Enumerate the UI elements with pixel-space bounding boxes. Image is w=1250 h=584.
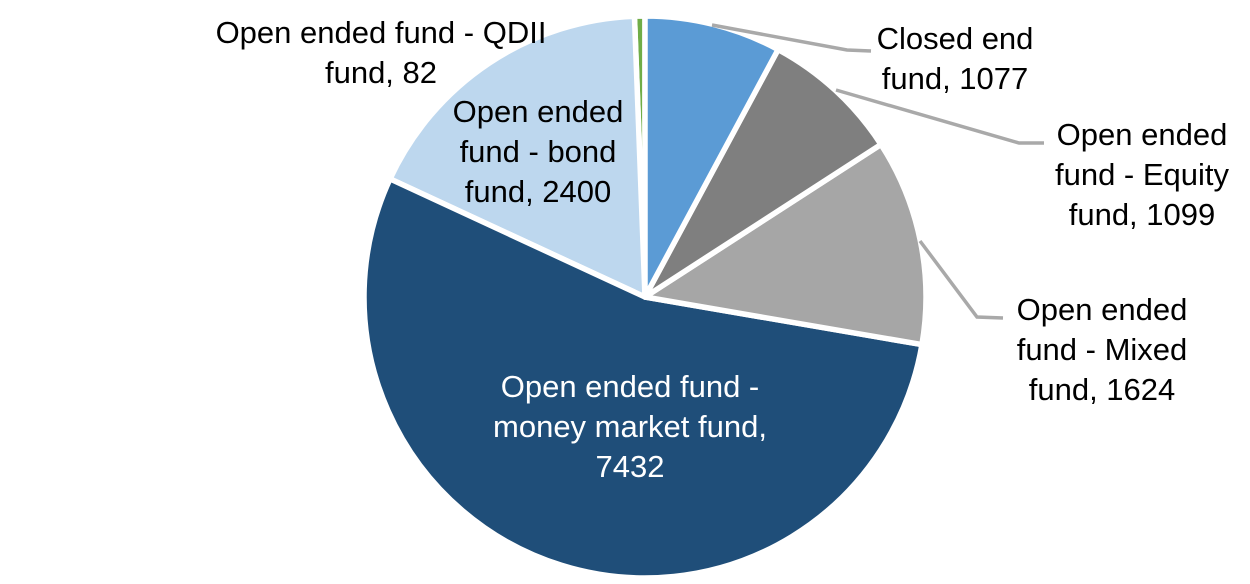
pie-slice-open-ended-fund-equity-fund bbox=[642, 46, 884, 300]
pie-slice-open-ended-fund-mixed-fund bbox=[642, 141, 929, 348]
leader-line-closed-end-fund bbox=[711, 23, 872, 53]
pie-slice-open-ended-fund-money-market-fund bbox=[361, 176, 925, 581]
leader-line-open-ended-fund-equity-fund bbox=[835, 88, 1044, 145]
pie-slice-open-ended-fund-bond-fund bbox=[387, 13, 648, 300]
leader-line-open-ended-fund-mixed-fund bbox=[918, 239, 1004, 320]
